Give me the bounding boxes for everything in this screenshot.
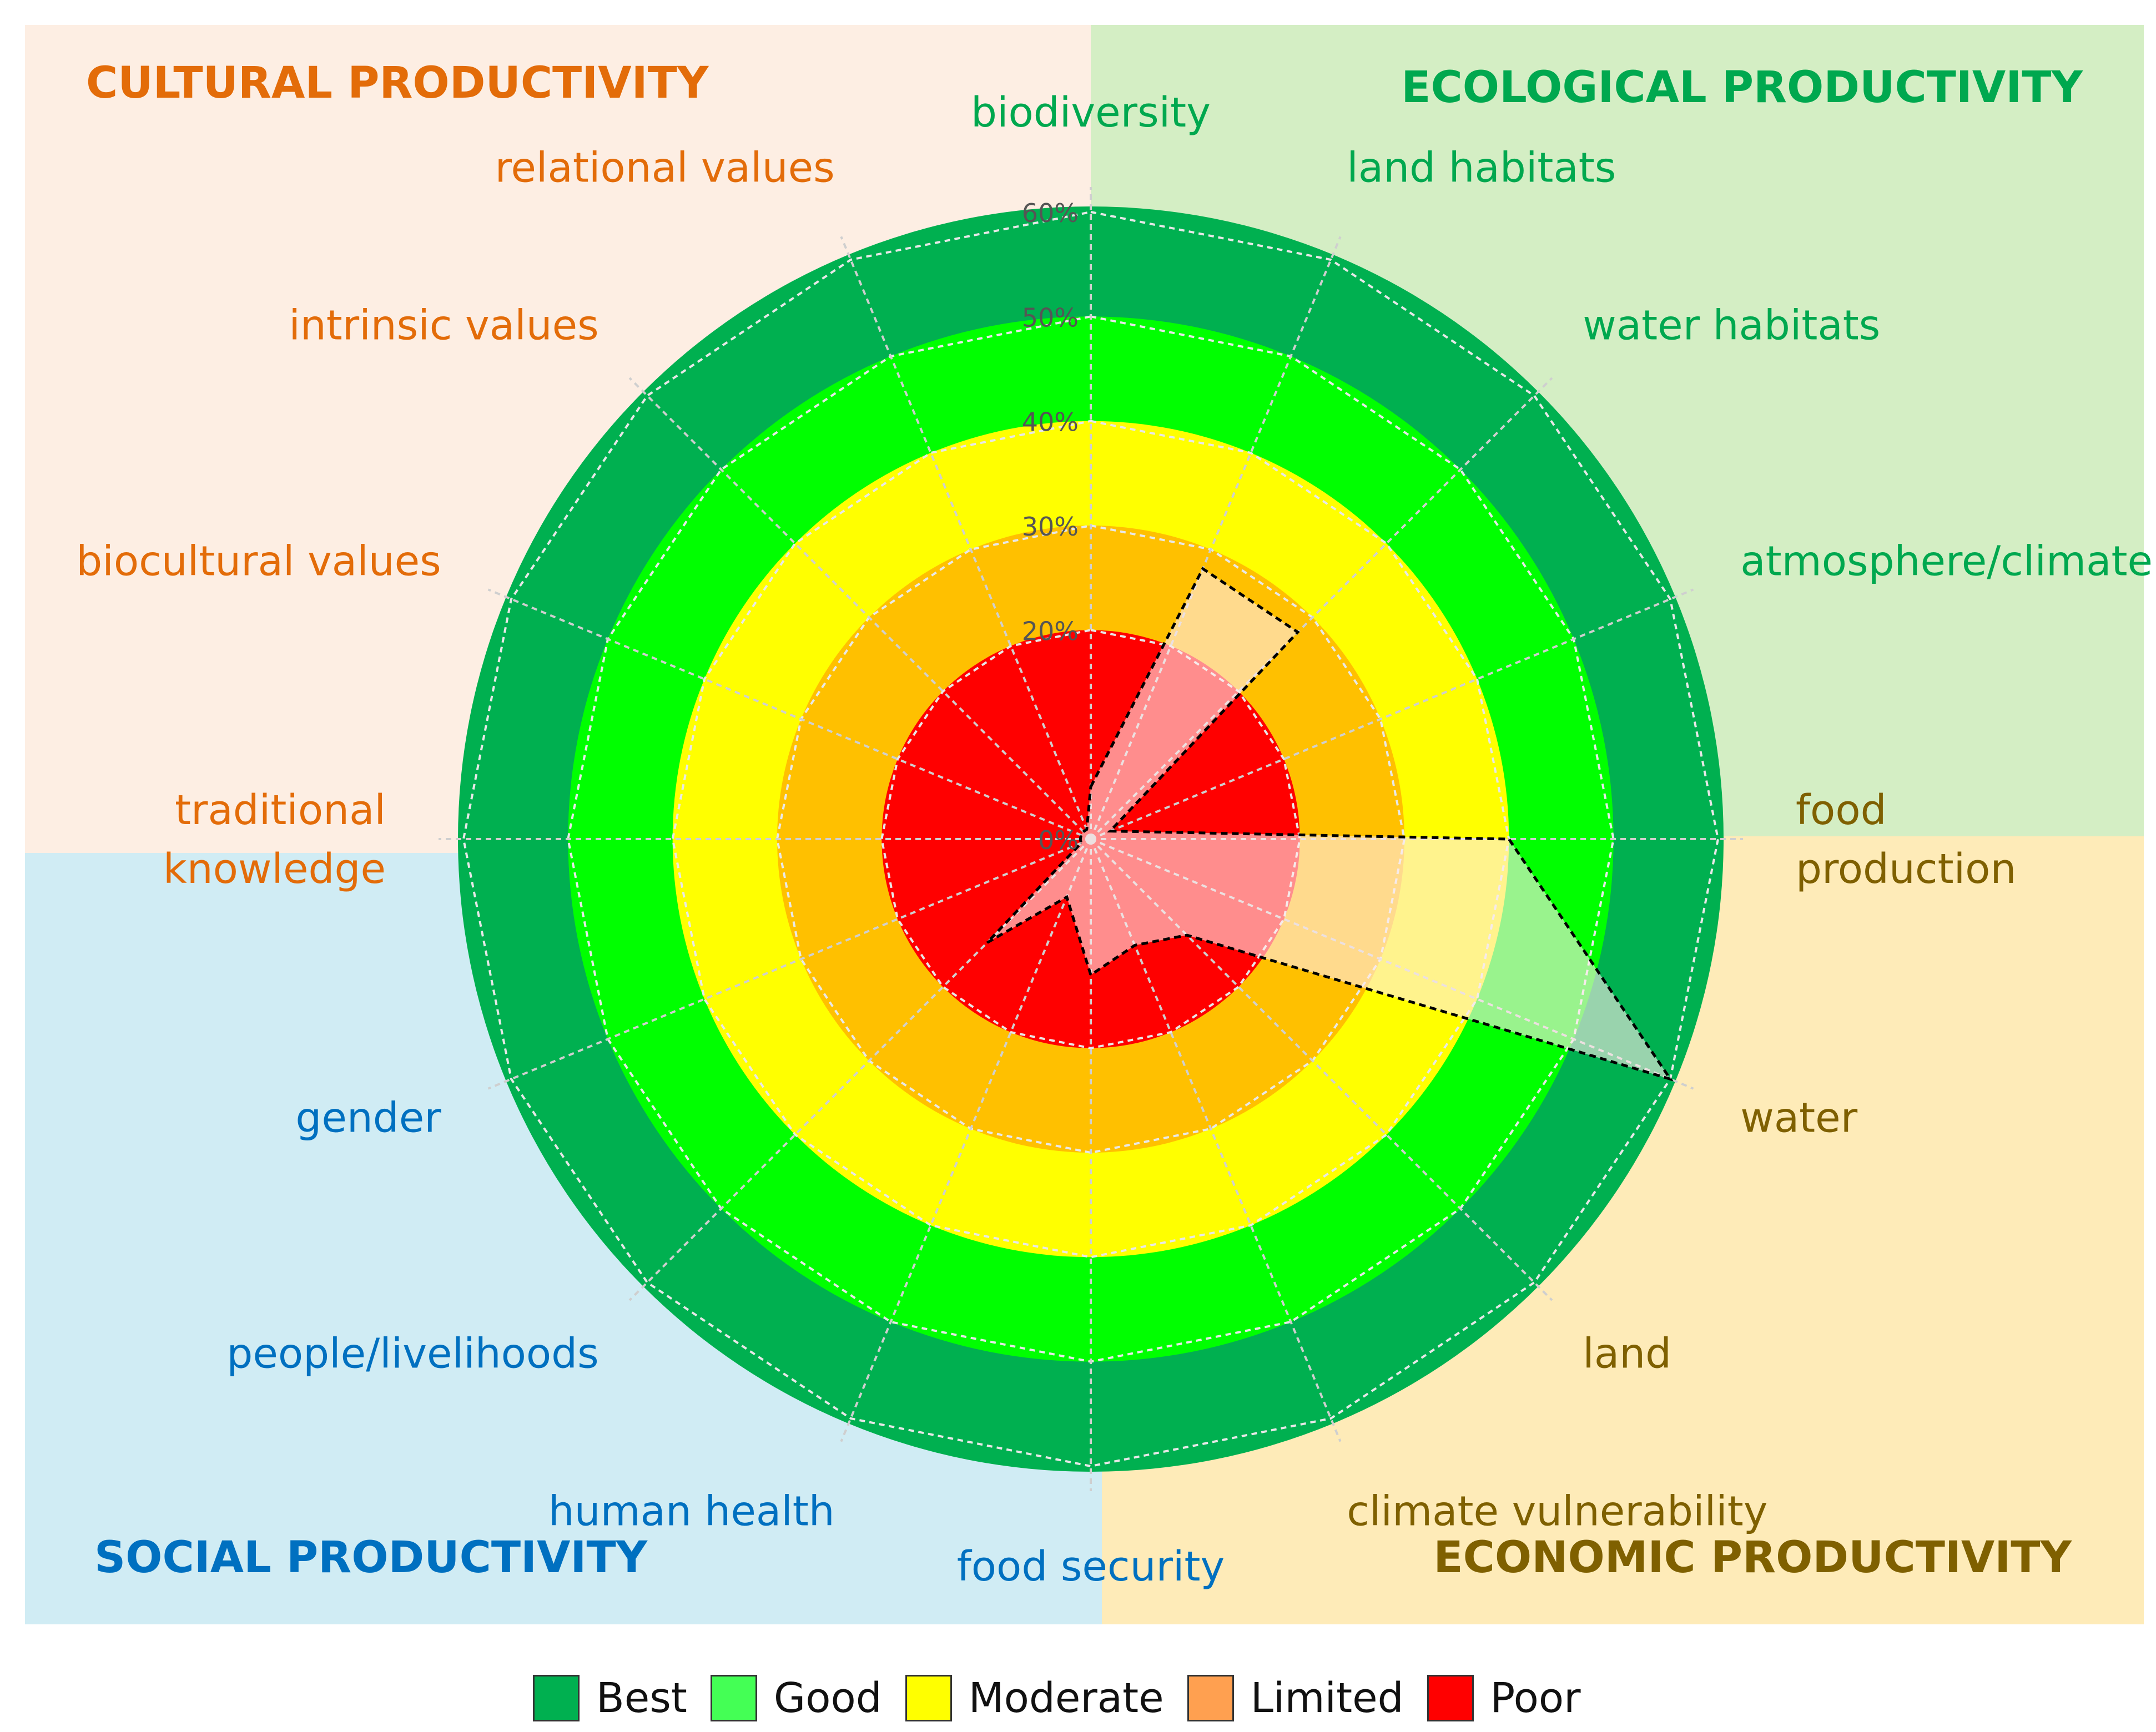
legend-label-best: Best <box>596 1674 687 1722</box>
tick-label: 0% <box>1038 825 1079 855</box>
cultural-title: CULTURAL PRODUCTIVITY <box>86 58 709 108</box>
spoke-13 <box>487 588 1091 840</box>
tick-labels: 0% 20% 30% 40% 50% 60% <box>1022 198 1079 855</box>
axis-label: gender <box>295 1094 441 1142</box>
legend-item-limited: Limited <box>1187 1674 1404 1722</box>
legend-swatch-best <box>533 1675 580 1721</box>
axis-label: biocultural values <box>76 538 441 585</box>
spoke-11 <box>487 838 1091 1090</box>
axis-label-line: food security <box>957 1543 1225 1590</box>
legend-item-poor: Poor <box>1427 1674 1581 1722</box>
spoke-3 <box>1090 588 1694 840</box>
data-point <box>1186 935 1188 936</box>
data-point <box>1090 786 1091 787</box>
legend-item-good: Good <box>710 1674 882 1722</box>
axis-label-line: gender <box>295 1094 441 1142</box>
axis-label-line: production <box>1796 845 2016 893</box>
axis-label: biodiversity <box>971 89 1211 137</box>
axis-label-line: biocultural values <box>76 538 441 585</box>
tick-label: 60% <box>1022 198 1079 228</box>
legend-label-limited: Limited <box>1250 1674 1404 1722</box>
data-point <box>1080 839 1081 840</box>
axis-label-line: biodiversity <box>971 89 1211 137</box>
axis-label-line: traditional <box>175 786 386 834</box>
data-point <box>1080 842 1082 844</box>
legend-item-moderate: Moderate <box>905 1674 1164 1722</box>
axis-label: human health <box>548 1487 835 1535</box>
legend-swatch-moderate <box>905 1675 952 1721</box>
legend-label-good: Good <box>773 1674 882 1722</box>
axis-label-line: knowledge <box>163 845 386 893</box>
axis-label: food production <box>1796 786 2016 893</box>
data-point <box>986 942 988 943</box>
grid-lines <box>439 187 1743 1491</box>
data-polygon <box>986 567 1674 1082</box>
axis-label: land habitats <box>1347 144 1616 192</box>
grid-ring-30 <box>775 524 1406 1154</box>
data-point <box>1508 839 1510 840</box>
data-point <box>1082 831 1084 832</box>
data-point <box>1670 1078 1671 1080</box>
axis-label-line: people/livelihoods <box>226 1330 598 1377</box>
legend: Best Good Moderate Limited Poor <box>533 1668 1604 1729</box>
axis-label: food security <box>957 1543 1225 1590</box>
spoke-15 <box>840 236 1092 840</box>
tick-label: 50% <box>1022 302 1079 332</box>
spoke-14 <box>628 377 1092 840</box>
axis-label-line: land <box>1583 1330 1671 1377</box>
legend-item-best: Best <box>533 1674 687 1722</box>
grid-ring-40 <box>671 420 1510 1259</box>
spoke-9 <box>840 839 1092 1442</box>
tick-label: 40% <box>1022 407 1079 437</box>
grid-ring-60 <box>462 210 1720 1468</box>
legend-swatch-limited <box>1187 1675 1234 1721</box>
axis-label: relational values <box>495 144 835 192</box>
spoke-2 <box>1090 377 1553 840</box>
axis-labels: biodiversity land habitats water habitats a… <box>76 89 2153 1590</box>
legend-swatch-good <box>710 1675 757 1721</box>
spoke-7 <box>1090 839 1342 1442</box>
axis-label-line: atmosphere/climate <box>1740 538 2153 585</box>
axis-label: climate vulnerability <box>1347 1487 1767 1535</box>
axis-label-line: intrinsic values <box>289 302 598 350</box>
radar-chart: 0% 20% 30% 40% 50% 60% biodiversity land habit… <box>76 89 2153 1590</box>
spoke-6 <box>1090 838 1553 1301</box>
axis-label: water habitats <box>1583 302 1880 350</box>
data-point <box>1109 830 1111 832</box>
spoke-10 <box>628 838 1092 1301</box>
axis-label-line: relational values <box>495 144 835 192</box>
legend-swatch-poor <box>1427 1675 1474 1721</box>
economic-title: ECONOMIC PRODUCTIVITY <box>1433 1533 2072 1583</box>
data-point <box>1086 829 1087 830</box>
axis-label: water <box>1740 1094 1857 1142</box>
tick-label: 20% <box>1022 616 1079 646</box>
data-point <box>1297 632 1298 633</box>
axis-label: land <box>1583 1330 1671 1377</box>
data-point <box>1066 896 1067 898</box>
data-point <box>1090 974 1091 976</box>
axis-label: atmosphere/climate <box>1740 538 2153 585</box>
spoke-1 <box>1090 236 1342 840</box>
social-title: SOCIAL PRODUCTIVITY <box>94 1533 648 1583</box>
axis-label-line: climate vulnerability <box>1347 1487 1767 1535</box>
axis-label-line: human health <box>548 1487 835 1535</box>
legend-label-poor: Poor <box>1490 1674 1581 1722</box>
data-point <box>1080 834 1082 836</box>
axis-label-line: land habitats <box>1347 144 1616 192</box>
axis-label: people/livelihoods <box>226 1330 598 1377</box>
data-point <box>1202 568 1203 569</box>
series <box>986 567 1674 1082</box>
axis-label-line: food <box>1796 786 1887 834</box>
ecological-title: ECOLOGICAL PRODUCTIVITY <box>1401 63 2083 113</box>
axis-label-line: water habitats <box>1583 302 1880 350</box>
grid-ring-20 <box>880 629 1301 1049</box>
axis-label: intrinsic values <box>289 302 598 350</box>
data-point <box>1134 945 1136 946</box>
tick-label: 30% <box>1022 512 1079 542</box>
axis-label: traditional knowledge <box>163 786 386 893</box>
axis-label-line: water <box>1740 1094 1857 1142</box>
legend-label-moderate: Moderate <box>968 1674 1164 1722</box>
